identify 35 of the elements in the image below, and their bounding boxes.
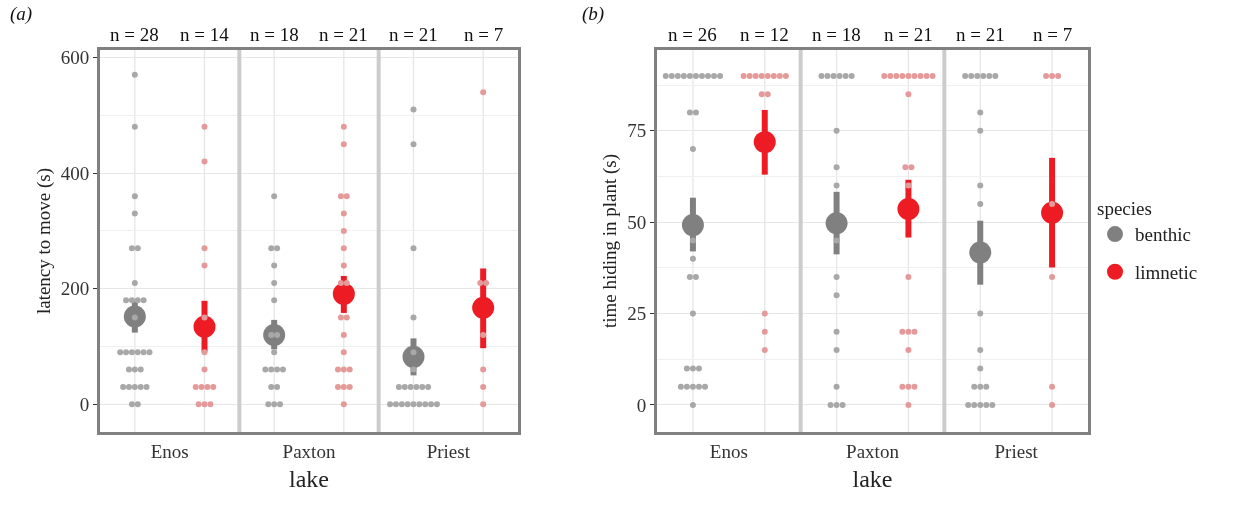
x-axis-title: lake [852, 466, 893, 493]
x-tick-label: Paxton [282, 440, 336, 462]
x-tick-label: Priest [426, 440, 471, 462]
chart-title: (b) [582, 3, 605, 25]
text: n = 14 [180, 24, 230, 45]
legend-title: species [1097, 198, 1152, 220]
x-tick-label: Paxton [846, 440, 900, 462]
text: n = 12 [740, 24, 789, 45]
text: n = 26 [668, 24, 717, 45]
text: n = 18 [812, 24, 861, 45]
text: n = 18 [250, 24, 299, 45]
y-tick-label: 50 [627, 211, 647, 233]
x-tick-label: Enos [150, 440, 189, 462]
y-tick-label: 0 [79, 393, 90, 415]
text: n = 21 [389, 24, 438, 45]
y-axis-title: time hiding in plant (s) [599, 153, 622, 329]
text: n = 21 [319, 24, 368, 45]
text: n = 21 [884, 24, 933, 45]
text: n = 7 [464, 24, 504, 45]
text: n = 7 [1033, 24, 1073, 45]
y-tick-label: 75 [627, 120, 647, 142]
y-axis-title: latency to move (s) [32, 167, 55, 315]
y-tick-label: 600 [60, 47, 90, 69]
legend-label: benthic [1135, 224, 1191, 246]
x-axis-title: lake [289, 466, 329, 493]
legend-label: limnetic [1135, 262, 1198, 284]
text: n = 28 [110, 24, 159, 45]
text: n = 21 [956, 24, 1005, 45]
chart-title: (a) [10, 3, 33, 25]
x-tick-label: Enos [709, 440, 748, 462]
x-tick-label: Priest [994, 440, 1039, 462]
y-tick-label: 400 [60, 162, 90, 184]
y-tick-label: 25 [627, 303, 647, 325]
y-tick-label: 0 [636, 394, 647, 416]
y-tick-label: 200 [60, 278, 90, 300]
